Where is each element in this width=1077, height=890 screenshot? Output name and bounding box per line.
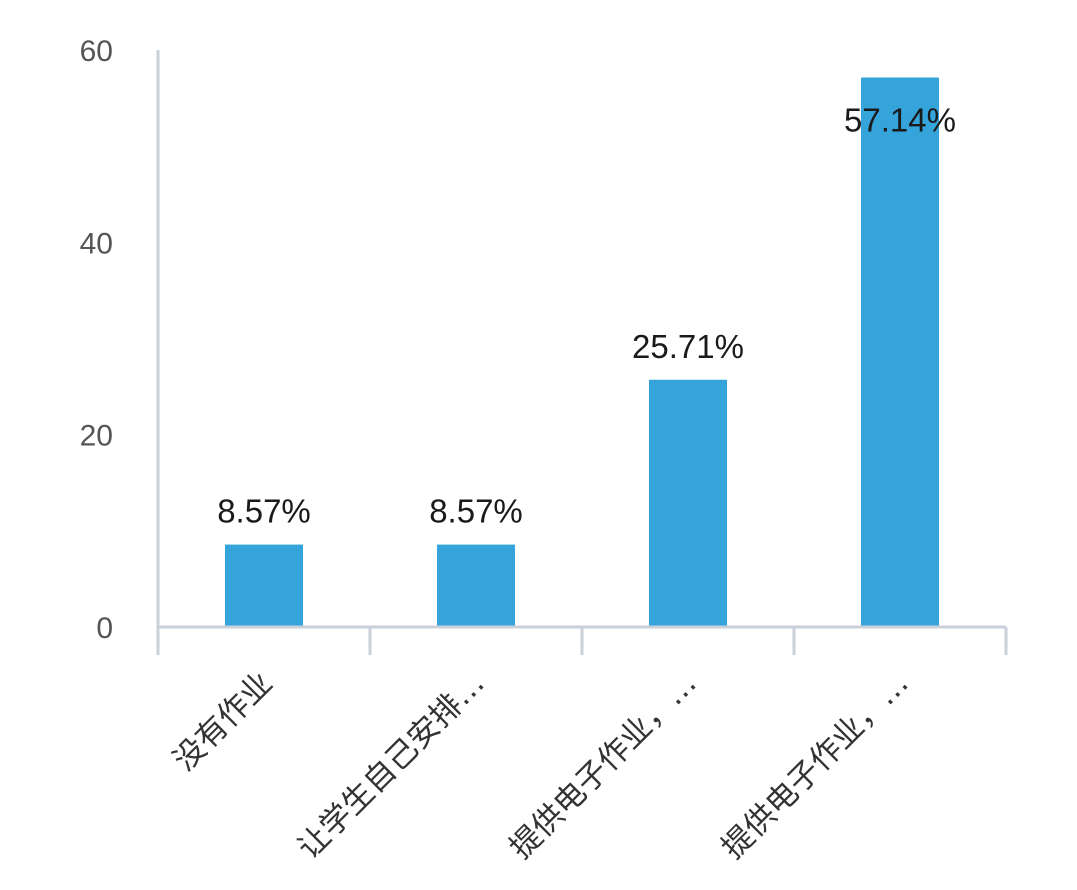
bar-data-label: 25.71% <box>632 328 744 365</box>
bar-data-label: 8.57% <box>217 493 311 530</box>
y-tick-label: 0 <box>96 612 113 645</box>
bar <box>649 379 727 627</box>
y-tick-label: 20 <box>80 420 113 453</box>
bar <box>437 544 515 627</box>
x-category-label: 提供电子作业，… <box>715 665 916 866</box>
y-axis-ticks: 0 20 40 60 <box>80 35 113 645</box>
y-tick-label: 60 <box>80 35 113 68</box>
bar-data-label: 8.57% <box>429 493 523 530</box>
bar-data-label: 57.14% <box>844 102 956 139</box>
bars <box>225 77 939 628</box>
x-category-label: 没有作业 <box>167 665 280 778</box>
axes <box>156 50 1008 655</box>
x-category-label: 让学生自己安排… <box>291 665 492 866</box>
category-labels: 没有作业 让学生自己安排… 提供电子作业，… 提供电子作业，… <box>167 665 916 866</box>
bar <box>225 544 303 627</box>
bar <box>861 77 939 628</box>
y-tick-label: 40 <box>80 227 113 260</box>
data-labels: 8.57% 8.57% 25.71% 57.14% <box>217 102 956 530</box>
x-category-label: 提供电子作业，… <box>503 665 704 866</box>
